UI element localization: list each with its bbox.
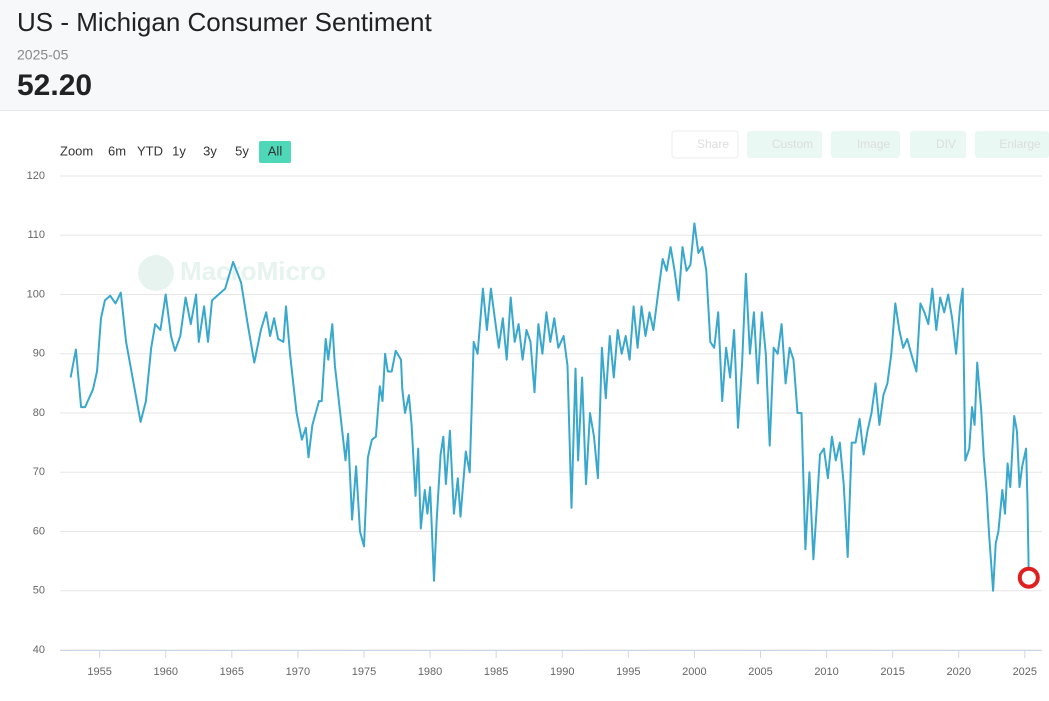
range-button-label: 6m [108, 143, 126, 158]
toolbar-button-label: Custom [772, 137, 813, 151]
range-button-label: YTD [137, 143, 163, 158]
x-tick-label: 1990 [550, 666, 574, 678]
toolbar-button-label: Enlarge [999, 137, 1041, 151]
range-button-label: 3y [203, 143, 217, 158]
toolbar-button-label: Share [697, 137, 729, 151]
x-tick-label: 1965 [220, 666, 244, 678]
y-tick-label: 120 [27, 170, 45, 182]
x-tick-label: 2025 [1013, 666, 1037, 678]
x-tick-label: 1975 [352, 666, 376, 678]
toolbar-button[interactable] [831, 131, 900, 158]
y-tick-label: 90 [33, 348, 45, 360]
range-button-label: 5y [235, 143, 249, 158]
latest-point [1017, 566, 1040, 589]
watermark-logo [138, 255, 174, 291]
y-tick-label: 70 [33, 466, 45, 478]
range-button-label: All [268, 143, 283, 158]
header-title: US - Michigan Consumer Sentiment [17, 7, 432, 37]
x-tick-label: 1985 [484, 666, 508, 678]
x-tick-label: 1955 [87, 666, 111, 678]
header-value: 52.20 [17, 69, 92, 102]
y-tick-label: 60 [33, 525, 45, 537]
x-tick-label: 1970 [286, 666, 310, 678]
y-tick-label: 110 [27, 229, 45, 241]
toolbar-button[interactable] [671, 130, 739, 159]
x-tick-label: 2010 [814, 666, 838, 678]
range-button-label: 1y [172, 143, 186, 158]
header-background [0, 0, 1049, 110]
y-tick-label: 50 [33, 585, 45, 597]
x-tick-label: 1960 [153, 666, 177, 678]
series-line [69, 222, 1030, 592]
range-button[interactable] [259, 141, 291, 163]
zoom-label: Zoom [60, 143, 93, 158]
x-tick-label: 2005 [748, 666, 772, 678]
x-tick-label: 2000 [682, 666, 706, 678]
y-tick-label: 40 [33, 644, 45, 656]
header-date: 2025-05 [17, 47, 69, 63]
toolbar-button[interactable] [910, 131, 966, 158]
toolbar-button-label: Image [857, 137, 891, 151]
x-tick-label: 2015 [880, 666, 904, 678]
toolbar-button-label: DIV [936, 137, 956, 151]
toolbar-button[interactable] [747, 131, 822, 158]
y-tick-label: 100 [27, 288, 45, 300]
x-tick-label: 1995 [616, 666, 640, 678]
toolbar-button[interactable] [975, 131, 1049, 158]
x-tick-label: 1980 [418, 666, 442, 678]
watermark: MacroMicro [180, 256, 326, 286]
x-tick-label: 2020 [946, 666, 970, 678]
y-tick-label: 80 [33, 407, 45, 419]
